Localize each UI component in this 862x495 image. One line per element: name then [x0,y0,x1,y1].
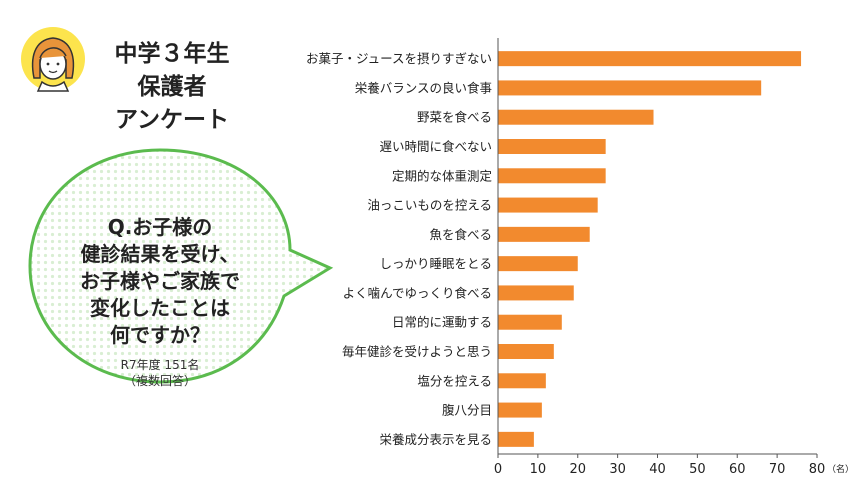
respondent-note: R7年度 151名 （複数回答） [40,357,280,389]
question-text: Q.お子様の 健診結果を受け、 お子様やご家族で 変化したことは 何ですか？ [40,214,280,349]
woman-face-icon [21,27,85,92]
x-tick-label: 20 [569,462,586,477]
category-label: 栄養バランスの良い食事 [355,80,492,95]
bar [498,51,802,67]
x-tick-label: 10 [530,462,547,477]
x-tick-label: 30 [609,462,626,477]
category-label: 日常的に運動する [392,315,492,330]
survey-title-line: アンケート [114,107,230,133]
category-label: 毎年健診を受けようと思う [342,344,492,359]
x-tick-label: 40 [649,462,666,477]
bar [498,373,546,389]
bar [498,431,534,447]
bar [498,344,554,359]
category-label: 野菜を食べる [417,110,492,125]
category-label: 栄養成分表示を見る [379,432,492,447]
x-tick-label: 0 [494,462,502,477]
category-label: 油っこいものを控える [367,198,492,213]
category-label: 腹八分目 [442,403,492,418]
survey-title-line: 保護者 [137,74,207,100]
bar [498,402,542,418]
question-line: 何ですか？ [110,323,210,347]
category-label: 塩分を控える [417,373,492,388]
category-label: 魚を食べる [429,227,492,242]
x-tick-label: 70 [769,462,786,477]
x-tick-label: 50 [689,462,706,477]
bar [498,226,590,242]
bar [498,109,654,125]
survey-title-line: 中学３年生 [114,41,230,67]
bar [498,168,606,184]
bar [498,256,578,272]
category-label: よく噛んでゆっくり食べる [343,285,492,300]
category-label: お菓子・ジュースを摂りすぎない [306,51,492,66]
bar [498,80,762,96]
question-line: 健診結果を受け、 [80,242,240,266]
category-label: 遅い時間に食べない [379,139,492,154]
x-tick-label: 80 [809,462,826,477]
bar [498,285,574,301]
survey-title: 中学３年生 保護者 アンケート [92,38,252,137]
question-line: Q.お子様の [107,215,213,239]
speech-bubble [28,148,334,384]
bar [498,314,562,330]
category-label: 定期的な体重測定 [392,168,492,183]
question-line: 変化したことは [90,296,230,320]
x-unit-label: （名） [827,463,854,475]
bar [498,139,606,154]
x-tick-label: 60 [729,462,746,477]
bar [498,197,598,213]
category-label: しっかり睡眠をとる [379,256,492,271]
question-line: お子様やご家族で [80,269,240,293]
note-line: （複数回答） [123,374,196,388]
note-line: R7年度 151名 [120,358,200,372]
